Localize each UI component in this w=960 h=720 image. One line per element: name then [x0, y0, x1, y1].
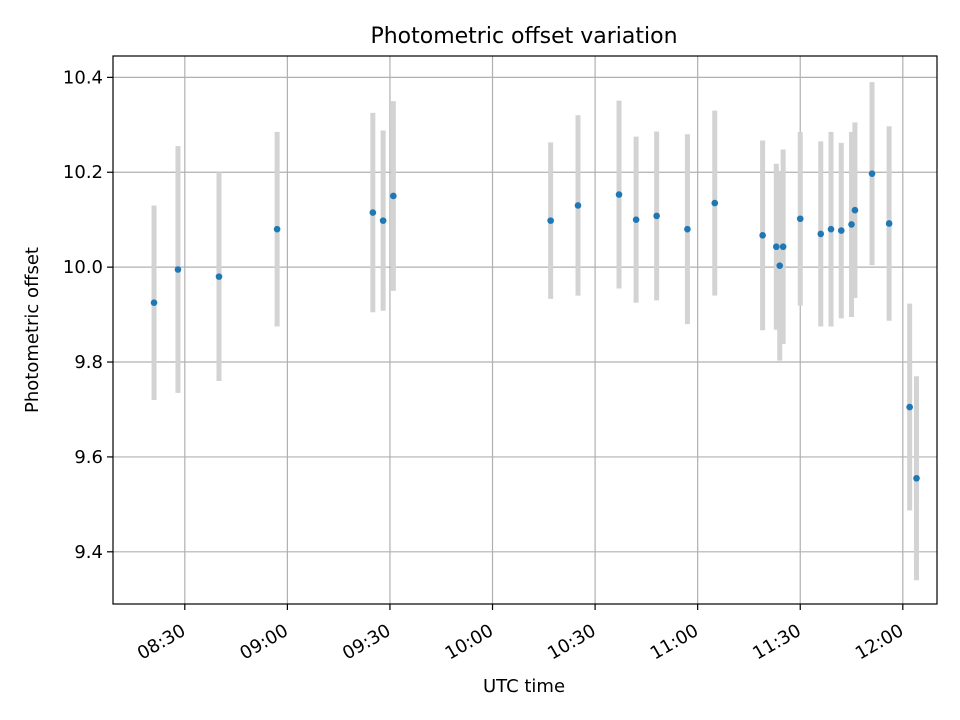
data-point	[174, 266, 182, 273]
data-point	[779, 243, 787, 251]
data-point	[827, 225, 835, 233]
data-points	[150, 170, 920, 482]
data-point	[273, 225, 281, 233]
y-tick-label: 9.4	[74, 542, 103, 563]
x-tick-label: 11:30	[749, 620, 804, 664]
x-tick-label: 10:00	[442, 620, 497, 664]
data-point	[684, 225, 691, 233]
data-point	[773, 243, 780, 251]
x-tick-label: 10:30	[544, 620, 599, 664]
grid-lines	[113, 56, 937, 604]
y-tick-label: 10.4	[63, 67, 103, 88]
data-point	[776, 262, 784, 270]
x-tick-label: 08:30	[134, 620, 189, 664]
y-tick-label: 10.2	[63, 162, 103, 183]
x-tick-label: 09:30	[339, 620, 394, 664]
data-point	[817, 230, 825, 238]
error-bars	[151, 82, 919, 581]
data-point	[547, 217, 554, 224]
data-point	[711, 199, 719, 207]
data-point	[653, 212, 660, 220]
data-point	[851, 206, 859, 214]
data-point	[215, 273, 223, 280]
y-tick-label: 9.8	[74, 352, 103, 373]
data-point	[885, 220, 893, 227]
data-point	[868, 170, 876, 177]
data-point	[796, 215, 804, 223]
y-axis-ticks: 9.4 9.6 9.8 10.0 10.2 10.4	[63, 67, 113, 563]
data-point	[913, 474, 920, 482]
y-axis-label: Photometric offset	[22, 247, 43, 413]
data-point	[390, 192, 397, 200]
data-point	[759, 232, 766, 239]
plot-frame	[112, 55, 938, 605]
y-tick-label: 10.0	[63, 257, 103, 278]
data-point	[150, 299, 158, 307]
x-tick-label: 11:00	[647, 620, 702, 664]
x-tick-label: 09:00	[236, 620, 291, 664]
data-point	[615, 191, 623, 198]
data-point	[837, 227, 845, 234]
data-point	[906, 403, 913, 411]
data-point	[369, 209, 377, 216]
data-point	[574, 202, 582, 209]
y-tick-label: 9.6	[74, 447, 103, 468]
chart-title: Photometric offset variation	[370, 24, 677, 49]
data-point	[379, 217, 387, 224]
x-tick-label: 12:00	[852, 620, 907, 664]
x-axis-ticks: 08:30 09:00 09:30 10:00 10:30 11:00 11:30 12:00	[134, 604, 907, 664]
data-point	[632, 216, 640, 223]
x-axis-label: UTC time	[483, 676, 565, 697]
data-point	[848, 221, 855, 228]
